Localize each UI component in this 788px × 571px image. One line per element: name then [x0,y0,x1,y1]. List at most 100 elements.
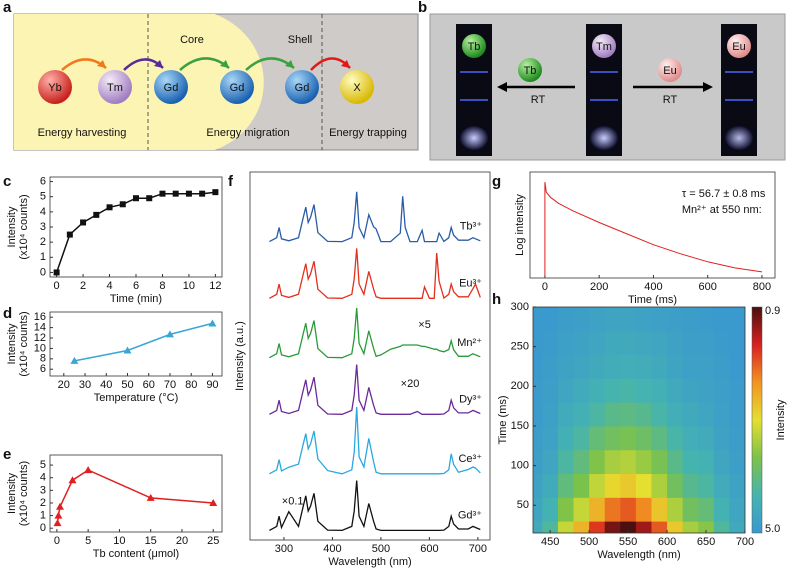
arrowhead [285,60,294,68]
heatmap-cell [589,307,606,332]
heatmap-cell [713,521,730,533]
heatmap-cell [604,521,621,533]
x-tick-label: 200 [590,281,608,293]
heatmap-cell [573,378,590,403]
colorbar-label: Intensity [775,399,787,440]
y-tick-label: 100 [511,460,529,472]
y-axis-label: (x10⁴ counts) [18,311,30,376]
heatmap-cell [557,307,575,332]
region-label: Core [180,34,204,46]
heatmap-cell [729,473,745,498]
heatmap-cell [573,354,590,379]
colorbar-tick-label: 0.9 [765,305,780,317]
heatmap-cell [620,425,637,451]
ion-label: Gd [230,82,245,94]
heatmap-cell [604,425,621,451]
heatmap-cell [729,402,745,427]
y-tick-label: 6 [40,175,46,187]
heatmap-cell [589,330,606,356]
data-point [208,319,217,327]
core-region [14,14,264,150]
heatmap-cell [682,473,699,498]
heatmap-cell [682,497,699,522]
heatmap-cell [713,330,730,356]
heatmap-cell [604,307,621,332]
arrowhead [703,82,713,92]
x-tick-label: 6 [133,280,139,292]
heatmap-cell [542,402,559,427]
heatmap-cell [533,378,543,403]
heatmap-cell [698,402,715,427]
heatmap-cell [542,449,559,475]
heatmap-cell [533,354,543,379]
heatmap-cell [667,425,684,451]
heatmap-cell [635,354,652,379]
heatmap-cell [729,449,745,475]
data-point [146,493,155,501]
heatmap-cell [729,354,745,379]
panel-label: e [3,446,11,463]
heatmap-cell [589,521,606,533]
region-label: Shell [288,34,312,46]
heatmap-cell [620,473,637,498]
panel-a: Core Shell Yb Tm Gd Gd Gd X Energy harve… [13,13,419,151]
x-tick-label: 30 [79,379,91,391]
heatmap-cell [604,449,621,475]
spectrum-line [269,191,481,243]
spectrum-line [269,307,481,359]
heatmap-cell [604,497,621,522]
heatmap-cell [589,473,606,498]
heatmap-cell [533,402,543,427]
spectrum-line [269,406,481,475]
ion [658,58,682,82]
heatmap-cell [651,497,668,522]
vial-glow [460,126,488,150]
heatmap-cell [620,521,637,533]
heatmap-cell [589,449,606,475]
heatmap-cell [533,497,543,522]
data-point [84,466,93,474]
stage-label: Energy harvesting [38,127,127,139]
heatmap-cell [698,378,715,403]
annotation: τ = 56.7 ± 0.8 ms [682,188,766,200]
panel-label: c [3,173,11,190]
annotation: ×5 [418,319,431,331]
x-tick-label: 0 [54,280,60,292]
condition-label: RT [531,94,546,106]
heatmap-cell [729,425,745,451]
heatmap-cell [604,330,621,356]
x-tick-label: 50 [121,379,133,391]
heatmap-cell [651,378,668,403]
y-axis-label: Time (ms) [497,395,509,444]
heatmap-cell [557,402,575,427]
data-point [53,269,60,276]
heatmap-cell [667,473,684,498]
y-tick-label: 14 [34,322,46,334]
heatmap-cell [573,425,590,451]
x-tick-label: 20 [58,379,70,391]
y-axis-label: (x10⁴ counts) [18,194,30,259]
heatmap-cell [635,425,652,451]
plot-frame [532,306,746,534]
heatmap-cell [557,521,575,533]
x-tick-label: 40 [100,379,112,391]
heatmap-cell [635,521,652,533]
ion-label: Eu [663,65,676,77]
x-tick-label: 4 [106,280,112,292]
heatmap-cell [635,307,652,332]
x-tick-label: 12 [209,280,221,292]
data-point [54,511,63,519]
plot-frame [529,171,776,279]
ion [518,58,542,82]
heatmap-cell [667,330,684,356]
y-tick-label: 8 [40,353,46,365]
colorbar [751,306,763,534]
x-tick-label: 400 [323,543,341,555]
series-label: Ce³⁺ [458,453,482,465]
x-axis-label: Wavelength (nm) [597,549,680,561]
data-point [80,219,87,226]
data-point [146,195,153,202]
plot-frame [49,311,223,377]
vial-reflection [460,71,753,101]
